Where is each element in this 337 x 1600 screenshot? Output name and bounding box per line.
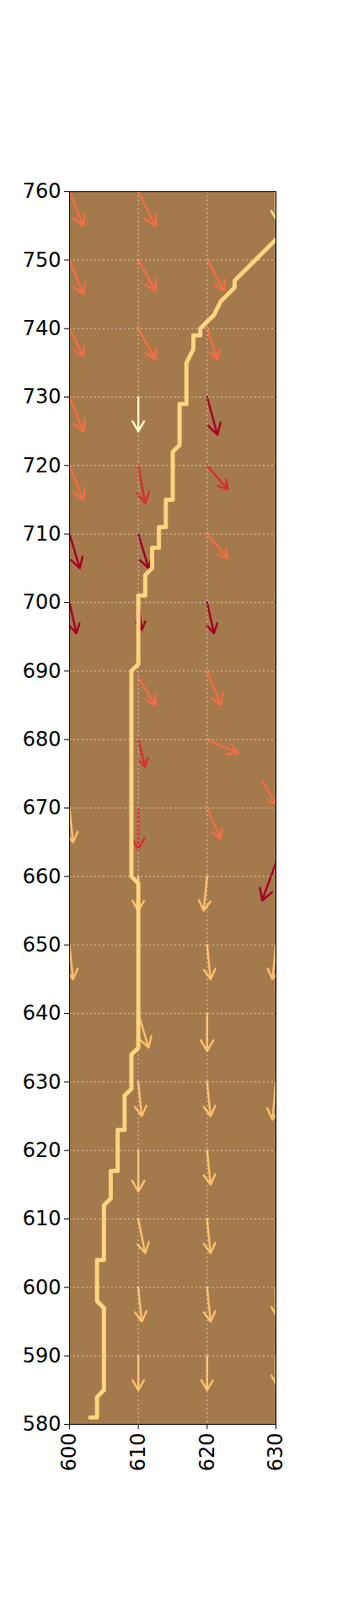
svg-text:600: 600 (57, 1433, 81, 1473)
svg-text:760: 760 (22, 179, 62, 204)
svg-text:610: 610 (22, 1207, 62, 1231)
svg-text:700: 700 (22, 590, 62, 615)
svg-text:710: 710 (22, 522, 62, 546)
svg-text:740: 740 (22, 316, 62, 341)
svg-text:630: 630 (22, 1070, 62, 1095)
svg-text:620: 620 (195, 1433, 220, 1473)
svg-text:750: 750 (22, 248, 62, 273)
svg-text:600: 600 (22, 1276, 62, 1300)
svg-text:640: 640 (22, 1001, 62, 1026)
svg-text:650: 650 (22, 933, 62, 958)
svg-text:730: 730 (22, 385, 62, 409)
svg-text:680: 680 (22, 727, 62, 752)
svg-text:720: 720 (22, 454, 62, 478)
svg-text:670: 670 (22, 796, 62, 820)
svg-text:620: 620 (22, 1139, 62, 1163)
svg-text:690: 690 (22, 659, 62, 684)
svg-text:610: 610 (126, 1433, 150, 1473)
svg-text:580: 580 (22, 1412, 62, 1437)
svg-text:660: 660 (22, 865, 62, 889)
svg-text:630: 630 (263, 1433, 288, 1473)
svg-text:590: 590 (22, 1344, 62, 1369)
